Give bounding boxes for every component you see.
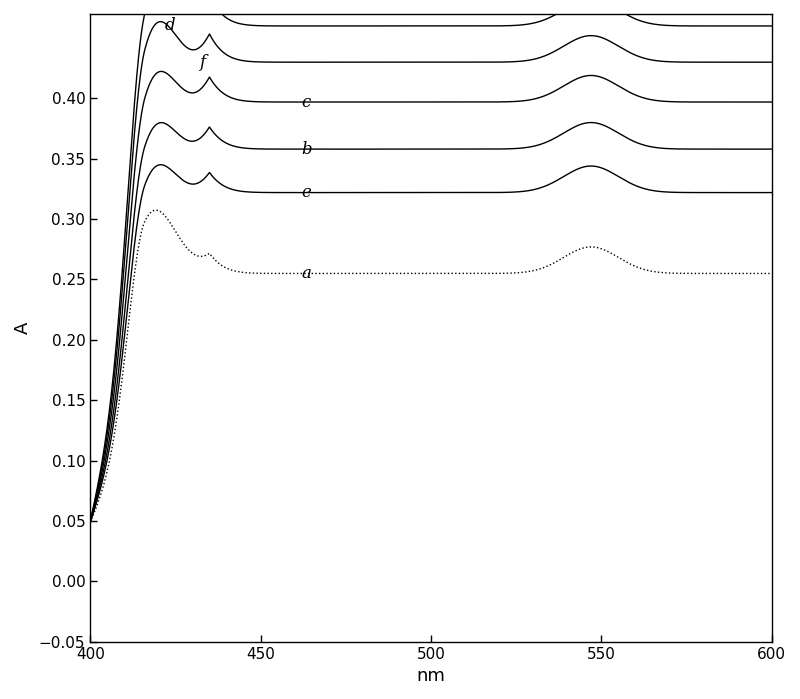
Text: d: d <box>165 17 176 34</box>
X-axis label: nm: nm <box>417 667 446 685</box>
Text: a: a <box>302 265 311 282</box>
Text: e: e <box>302 184 311 201</box>
Text: f: f <box>199 54 206 71</box>
Y-axis label: A: A <box>14 322 32 334</box>
Text: b: b <box>302 140 312 157</box>
Text: c: c <box>302 94 310 110</box>
